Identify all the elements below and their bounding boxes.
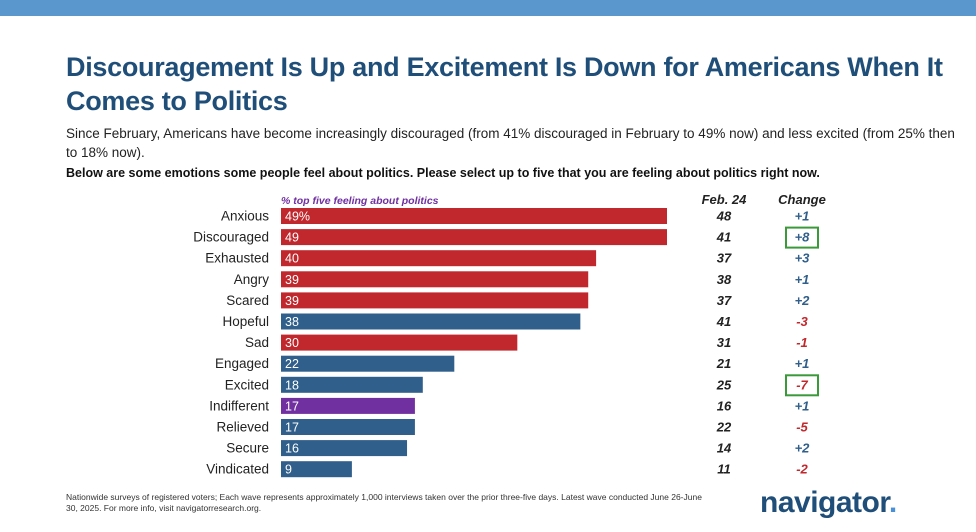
chart-rows: Anxious 49% 48 +1 Discouraged 49 41 +8 Exhausted… bbox=[193, 208, 819, 478]
survey-question: Below are some emotions some people feel… bbox=[66, 166, 820, 180]
change-value-excited: -7 bbox=[796, 377, 808, 392]
bar-relieved bbox=[281, 419, 415, 435]
feb-value-vindicated: 11 bbox=[717, 462, 731, 477]
bar-value-discouraged: 49 bbox=[285, 231, 299, 245]
feb-value-engaged: 21 bbox=[716, 356, 731, 371]
category-label-sad: Sad bbox=[245, 335, 269, 350]
feb-value-indifferent: 16 bbox=[717, 398, 732, 413]
page-subtitle: Since February, Americans have become in… bbox=[66, 126, 955, 160]
change-value-relieved: -5 bbox=[796, 420, 808, 435]
category-label-discouraged: Discouraged bbox=[193, 230, 269, 245]
bar-discouraged bbox=[281, 229, 667, 246]
change-value-discouraged: +8 bbox=[795, 230, 811, 245]
logo-text: navigator bbox=[760, 486, 889, 519]
feb-value-discouraged: 41 bbox=[716, 230, 731, 245]
footnote: Nationwide surveys of registered voters;… bbox=[66, 492, 702, 513]
change-highlight-box-excited bbox=[785, 374, 819, 397]
bar-value-indifferent: 17 bbox=[285, 399, 299, 413]
change-value-angry: +1 bbox=[795, 272, 810, 287]
category-label-relieved: Relieved bbox=[216, 420, 269, 435]
category-label-scared: Scared bbox=[226, 293, 269, 308]
bar-value-secure: 16 bbox=[285, 442, 299, 456]
change-value-indifferent: +1 bbox=[795, 398, 810, 413]
bar-value-relieved: 17 bbox=[285, 421, 299, 435]
category-label-exhausted: Exhausted bbox=[205, 251, 269, 266]
feb-value-scared: 37 bbox=[717, 293, 732, 308]
bar-scared bbox=[281, 292, 589, 309]
feb-column-header: Feb. 24 bbox=[702, 192, 748, 207]
navigator-logo: navigator. bbox=[760, 486, 897, 520]
feb-value-relieved: 22 bbox=[716, 420, 732, 435]
bar-hopeful bbox=[281, 313, 581, 330]
bar-exhausted bbox=[281, 250, 597, 267]
bar-indifferent bbox=[281, 397, 415, 414]
feb-value-angry: 38 bbox=[717, 272, 732, 287]
category-label-indifferent: Indifferent bbox=[209, 398, 269, 413]
change-value-vindicated: -2 bbox=[796, 462, 808, 477]
category-label-angry: Angry bbox=[234, 272, 270, 287]
bar-value-exhausted: 40 bbox=[285, 252, 299, 266]
bar-value-sad: 30 bbox=[285, 336, 299, 350]
change-value-engaged: +1 bbox=[795, 356, 810, 371]
bar-value-engaged: 22 bbox=[285, 357, 299, 371]
series-label: % top five feeling about politics bbox=[281, 195, 439, 207]
logo-dot: . bbox=[888, 486, 897, 519]
bar-value-excited: 18 bbox=[285, 378, 299, 392]
page-title: Discouragement Is Up and Excitement Is D… bbox=[66, 52, 943, 116]
bar-vindicated bbox=[281, 461, 352, 478]
bar-secure bbox=[281, 440, 408, 457]
top-accent-bar bbox=[0, 0, 976, 16]
change-value-hopeful: -3 bbox=[796, 314, 808, 329]
category-label-excited: Excited bbox=[225, 377, 269, 392]
bar-value-vindicated: 9 bbox=[285, 463, 292, 477]
feb-value-sad: 31 bbox=[717, 335, 731, 350]
bar-excited bbox=[281, 376, 423, 393]
bar-engaged bbox=[281, 355, 455, 372]
bar-angry bbox=[281, 271, 589, 288]
change-highlight-box-discouraged bbox=[785, 226, 819, 249]
bar-sad bbox=[281, 334, 518, 351]
category-label-vindicated: Vindicated bbox=[206, 462, 269, 477]
change-value-anxious: +1 bbox=[795, 209, 810, 224]
bar-value-scared: 39 bbox=[285, 294, 299, 308]
bar-value-angry: 39 bbox=[285, 273, 299, 287]
category-label-anxious: Anxious bbox=[221, 209, 269, 224]
feb-value-hopeful: 41 bbox=[716, 314, 731, 329]
category-label-engaged: Engaged bbox=[215, 356, 269, 371]
change-value-sad: -1 bbox=[796, 335, 808, 350]
feb-value-excited: 25 bbox=[716, 377, 732, 392]
feb-value-secure: 14 bbox=[717, 441, 732, 456]
category-label-hopeful: Hopeful bbox=[222, 314, 269, 329]
change-column-header: Change bbox=[778, 192, 826, 207]
bar-value-hopeful: 38 bbox=[285, 315, 299, 329]
bar-anxious bbox=[281, 208, 667, 224]
change-value-scared: +2 bbox=[795, 293, 811, 308]
bar-value-anxious: 49% bbox=[285, 210, 310, 224]
change-value-exhausted: +3 bbox=[795, 251, 811, 266]
category-label-secure: Secure bbox=[226, 441, 269, 456]
change-value-secure: +2 bbox=[795, 441, 811, 456]
feb-value-exhausted: 37 bbox=[717, 251, 732, 266]
feb-value-anxious: 48 bbox=[716, 209, 732, 224]
